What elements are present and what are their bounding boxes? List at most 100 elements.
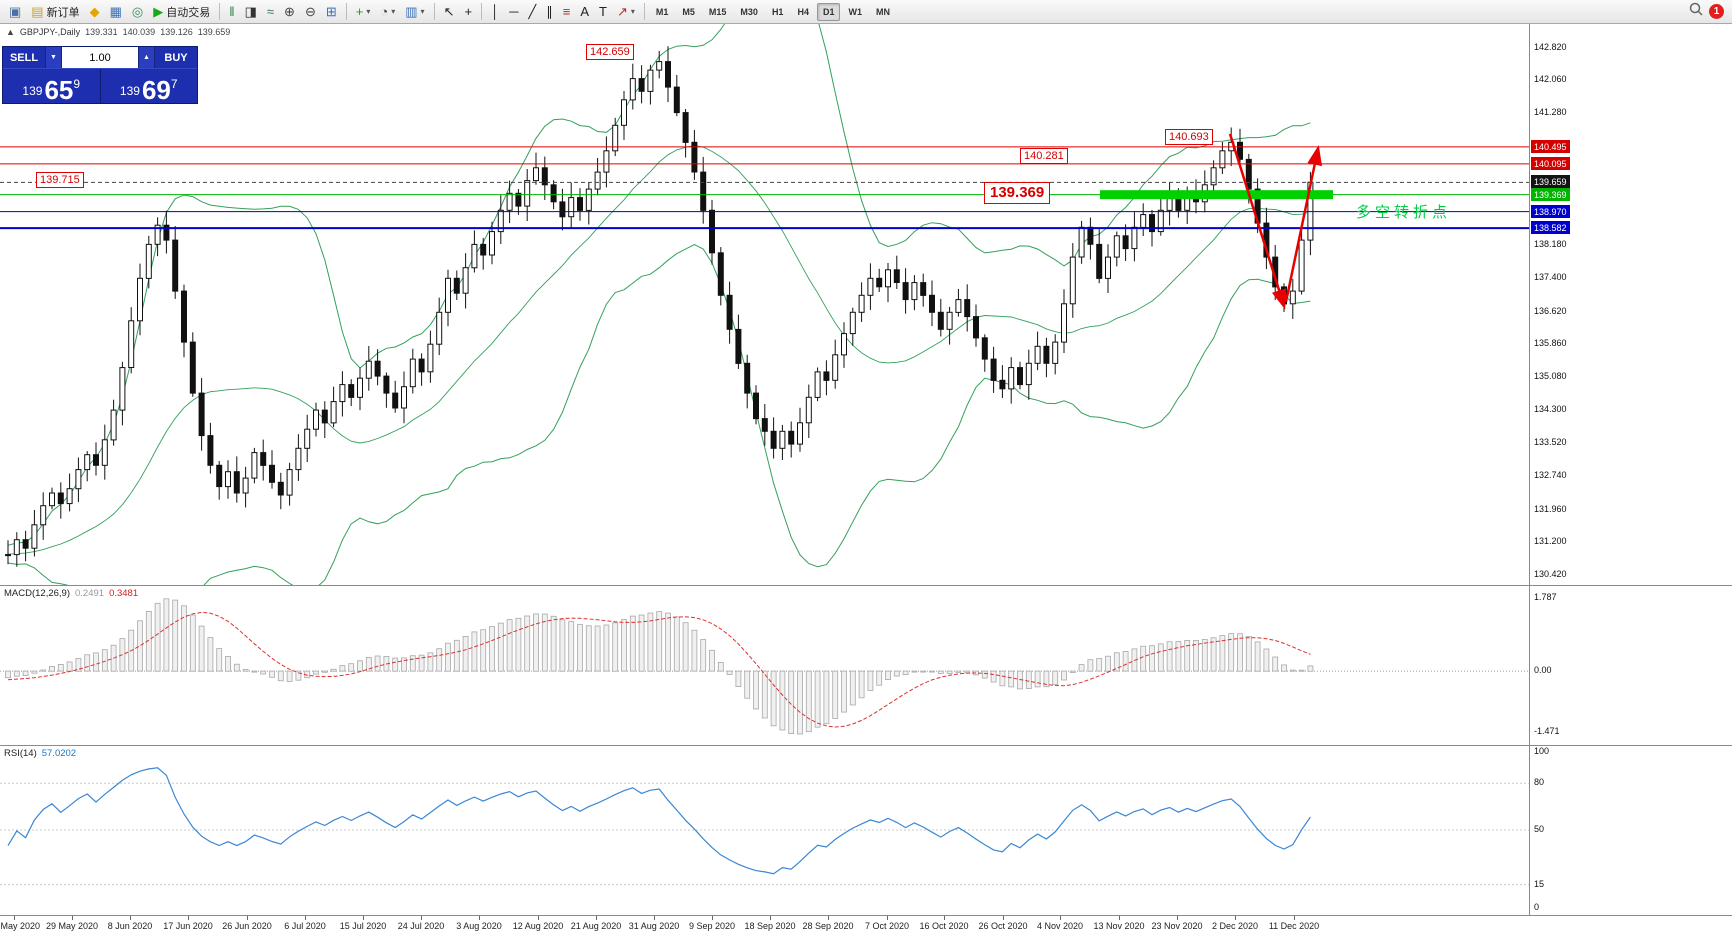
date-tick <box>479 916 480 920</box>
dropdown-caret-icon[interactable]: ▾ <box>391 7 396 16</box>
price-axis-label: 142.820 <box>1534 42 1567 52</box>
date-tick <box>421 916 422 920</box>
timeframe-m1-button[interactable]: M1 <box>655 6 669 17</box>
tile-windows-button[interactable]: ⊞ <box>321 1 342 23</box>
search-icon[interactable] <box>1689 2 1703 21</box>
rsi-panel-divider[interactable] <box>0 745 1732 746</box>
line-chart-button[interactable]: ≈ <box>262 1 279 23</box>
templates-icon: ▥ <box>405 4 418 19</box>
price-axis[interactable]: 142.820 142.060 141.280 138.180 137.400 136.6… <box>1529 24 1732 915</box>
timeframe-toolbar: M1 M5 M15 M30 H1 H4 D1 W1 MN <box>649 2 897 21</box>
buy-button[interactable]: 139 69 7 <box>101 69 198 104</box>
price-callout[interactable]: 140.281 <box>1020 147 1068 164</box>
date-tick <box>944 916 945 920</box>
rsi-axis-label: 15 <box>1534 878 1545 889</box>
date-label: 20 May 2020 <box>0 921 41 931</box>
channel-button[interactable]: ∥ <box>541 1 558 23</box>
data-window-button[interactable]: ▦ <box>105 1 127 23</box>
templates-button[interactable]: ▥ ▾ <box>400 1 429 23</box>
timeframe-h4-button[interactable]: H4 <box>797 6 809 17</box>
horizontal-line-icon: ─ <box>509 4 519 19</box>
fibonacci-button[interactable]: ≡ <box>558 1 576 23</box>
new-order-button[interactable]: ▤ 新订单 <box>26 1 84 23</box>
dropdown-caret-icon[interactable]: ▾ <box>366 7 371 16</box>
price-marker-label: 139.369 <box>1531 187 1570 201</box>
bar-chart-button[interactable]: ‖ <box>224 1 239 23</box>
crosshair-button[interactable]: + <box>459 1 477 23</box>
chart-window-button[interactable]: ▣ <box>4 1 26 23</box>
macd-histogram <box>0 598 1529 735</box>
volume-down-button[interactable]: ▼ <box>45 47 62 68</box>
timeframe-d1-button[interactable]: D1 <box>816 2 841 21</box>
horizontal-line-button[interactable]: ─ <box>504 1 523 23</box>
buy-price-prefix: 139 <box>119 84 140 98</box>
date-label: 2 Dec 2020 <box>1211 921 1259 931</box>
price-callout[interactable]: 139.369 <box>984 182 1051 205</box>
text-button[interactable]: A <box>575 1 594 23</box>
main-chart[interactable] <box>0 24 1529 585</box>
rsi-axis-label: 0 <box>1534 902 1540 912</box>
autotrading-button[interactable]: ▶ 自动交易 <box>148 1 215 23</box>
sell-caption: SELL <box>9 51 39 64</box>
timeframe-m30-button[interactable]: M30 <box>740 6 758 17</box>
channel-icon: ∥ <box>546 4 553 19</box>
price-callout[interactable]: 142.659 <box>586 44 634 61</box>
zoom-in-icon: ⊕ <box>284 4 295 19</box>
timeframe-m5-button[interactable]: M5 <box>682 6 695 17</box>
cursor-button[interactable]: ↖ <box>439 1 460 23</box>
price-axis-label: 132.740 <box>1534 470 1567 481</box>
macd-signal-value: 0.3481 <box>109 588 139 599</box>
indicators-button[interactable]: + ▾ <box>351 1 376 23</box>
zoom-in-button[interactable]: ⊕ <box>279 1 300 23</box>
label-button[interactable]: T <box>594 1 612 23</box>
date-label: 31 Aug 2020 <box>628 921 680 931</box>
date-label: 3 Aug 2020 <box>456 921 502 931</box>
time-axis[interactable]: 20 May 2020 29 May 2020 8 Jun 2020 17 Jun 2… <box>0 916 1732 945</box>
candlestick-chart-button[interactable]: ◨ <box>240 1 262 23</box>
dropdown-caret-icon[interactable]: ▾ <box>630 7 635 16</box>
volume-input[interactable] <box>62 47 138 68</box>
sell-button[interactable]: 139 65 9 <box>3 69 101 104</box>
navigator-button[interactable]: ◎ <box>127 1 148 23</box>
vertical-line-icon: │ <box>491 4 500 19</box>
date-label: 15 Jul 2020 <box>339 921 387 931</box>
zoom-out-button[interactable]: ⊖ <box>300 1 321 23</box>
market-watch-button[interactable]: ◆ <box>85 1 105 23</box>
price-axis-label: 138.180 <box>1534 239 1567 250</box>
crosshair-icon: + <box>464 4 473 19</box>
macd-label: MACD(12,26,9) <box>4 588 70 599</box>
date-label: 28 Sep 2020 <box>802 921 854 931</box>
price-axis-label: 134.300 <box>1534 404 1567 415</box>
periods-clock-icon: ◔ <box>380 4 389 19</box>
price-callout[interactable]: 139.715 <box>36 171 84 188</box>
one-click-trading-panel: SELL ▼ ▲ BUY 139 65 9 139 69 7 <box>2 46 198 104</box>
indicators-add-icon: + <box>355 4 364 19</box>
date-tick <box>1003 916 1004 920</box>
time-axis-divider <box>0 915 1732 916</box>
panel-collapse-toggle[interactable]: ▲ <box>6 27 15 37</box>
date-tick <box>654 916 655 920</box>
turning-point-note[interactable]: 多空转折点 <box>1356 203 1452 221</box>
macd-panel[interactable] <box>0 586 1529 744</box>
trendline-button[interactable]: ╱ <box>523 1 541 23</box>
date-tick <box>1177 916 1178 920</box>
arrows-button[interactable]: ↗ ▾ <box>612 1 640 23</box>
notification-badge[interactable]: 1 <box>1709 4 1724 19</box>
timeframe-w1-button[interactable]: W1 <box>848 6 862 17</box>
timeframe-mn-button[interactable]: MN <box>875 6 890 17</box>
price-callout[interactable]: 140.693 <box>1165 129 1213 146</box>
dropdown-caret-icon[interactable]: ▾ <box>420 7 425 16</box>
rsi-panel[interactable] <box>0 746 1529 914</box>
toolbar-separator <box>433 3 435 20</box>
timeframe-m15-button[interactable]: M15 <box>708 6 727 17</box>
volume-up-button[interactable]: ▲ <box>138 47 155 68</box>
macd-panel-divider[interactable] <box>0 585 1732 586</box>
toolbar-right: 1 <box>1689 2 1728 21</box>
toolbar-separator <box>643 3 645 20</box>
date-tick <box>247 916 248 920</box>
vertical-line-button[interactable]: │ <box>486 1 504 23</box>
buy-price-big: 69 <box>141 74 171 105</box>
price-axis-label: 142.060 <box>1534 74 1567 85</box>
timeframe-h1-button[interactable]: H1 <box>771 6 784 17</box>
periods-button[interactable]: ◔ ▾ <box>375 1 400 23</box>
